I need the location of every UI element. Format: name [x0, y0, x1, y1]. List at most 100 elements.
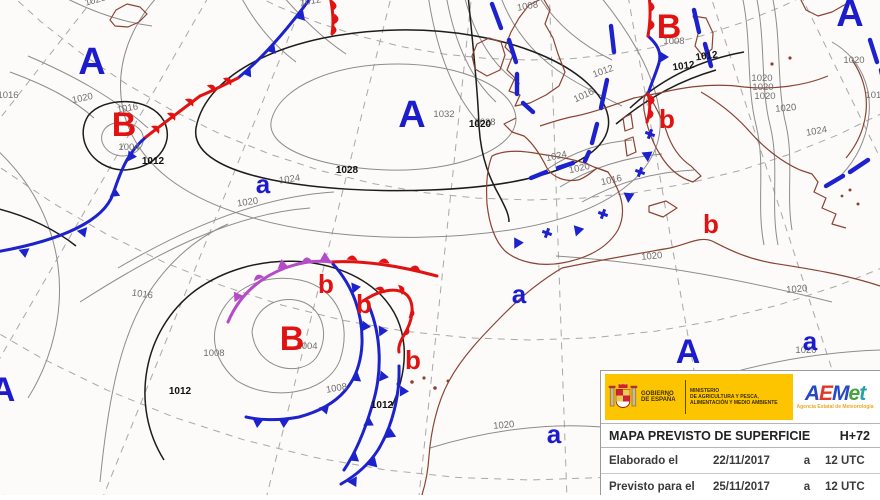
isobars-light	[117, 191, 335, 269]
front-symbols	[253, 274, 265, 282]
aegean-island	[856, 202, 860, 206]
trough-lines	[702, 41, 714, 69]
trough-lines	[691, 7, 702, 35]
front-symbols	[367, 457, 378, 468]
coast-channel-nl	[539, 91, 665, 127]
low-pressure-center: B	[280, 320, 305, 358]
baltic-island	[770, 62, 774, 66]
low-pressure-center: b	[703, 209, 719, 239]
isobars-dark	[195, 29, 610, 192]
aemet-wordmark: AEMet	[804, 382, 866, 405]
isobar-label: 1016	[116, 101, 139, 116]
warm-fronts	[198, 76, 240, 98]
front-symbols	[252, 418, 264, 428]
high-pressure-center: A	[0, 371, 15, 409]
trough-lines	[598, 77, 610, 111]
front-symbols	[206, 84, 216, 93]
front-symbols	[375, 286, 385, 294]
isobar-label: 1020	[236, 196, 258, 210]
front-symbols	[644, 128, 656, 140]
front-symbols	[649, 94, 655, 106]
isobar-label: 1020	[752, 82, 773, 93]
front-symbols	[346, 255, 358, 261]
front-symbols	[184, 98, 194, 107]
isobars-light	[68, 0, 153, 27]
high-pressure-center: a	[256, 169, 271, 199]
coast-sicily	[648, 200, 678, 218]
front-symbols	[514, 237, 524, 249]
ministerio-label: MINISTERIO DE AGRICULTURA Y PESCA, ALIME…	[690, 388, 778, 406]
isobars-light	[756, 0, 779, 246]
isobar-label-bold: 1012	[142, 156, 165, 167]
trough-lines	[528, 169, 549, 181]
isobars-light	[742, 0, 765, 246]
high-pressure-center: A	[78, 41, 105, 83]
isobars-dark	[629, 51, 745, 109]
front-symbols	[109, 187, 121, 197]
canary-island	[433, 386, 437, 390]
front-symbols	[331, 0, 337, 12]
trough-lines	[582, 149, 592, 164]
front-symbols	[278, 418, 290, 428]
elaborado-date: 22/11/2017	[713, 454, 770, 467]
warm-fronts	[329, 260, 439, 278]
isobar-label: 1020	[775, 102, 797, 115]
front-symbols	[348, 451, 360, 462]
isobar-label: 1020	[493, 419, 515, 432]
canary-island	[446, 379, 450, 383]
front-symbols	[319, 252, 331, 262]
low-pressure-center: B	[112, 106, 137, 144]
coast-france	[503, 117, 609, 182]
forecast-horizon: H+72	[839, 428, 870, 443]
cold-fronts	[339, 364, 401, 486]
coast-sardinia	[624, 136, 637, 157]
front-symbols	[347, 476, 357, 487]
isobar-label: 1020	[641, 250, 663, 263]
baltic-island	[788, 56, 792, 60]
isobars-light	[9, 71, 95, 119]
isobars-light	[0, 152, 61, 399]
isobar-label: 1028	[474, 117, 495, 128]
latlon-grid	[418, 0, 472, 495]
isobar-label: 1008	[516, 0, 539, 14]
occluded-front	[226, 259, 333, 324]
front-symbols	[398, 284, 405, 296]
front-symbols	[399, 385, 409, 397]
coast-scandinavia	[800, 0, 850, 17]
front-symbols	[18, 0, 669, 487]
isobar-label: 1020	[568, 161, 591, 176]
isobar-label: 1008	[203, 348, 224, 359]
front-symbols	[233, 291, 244, 303]
coast-iberia	[486, 150, 624, 265]
front-symbols	[597, 208, 609, 220]
isobars-dark	[82, 100, 169, 171]
isobar-label: 1016	[0, 90, 19, 101]
front-symbols	[402, 326, 410, 336]
front-symbols	[318, 404, 330, 415]
isobars-light	[270, 63, 517, 171]
coastlines	[109, 0, 880, 495]
front-symbols	[623, 192, 635, 203]
warm-fronts	[144, 94, 202, 139]
legend-banner: GOBIERNO DE ESPAÑA MINISTERIO DE AGRICUL…	[605, 374, 877, 420]
warm-fronts	[645, 92, 652, 124]
front-symbols	[660, 51, 669, 63]
front-symbols	[378, 258, 390, 264]
isobar-label: 1020	[754, 91, 775, 102]
trough-lines	[867, 37, 880, 65]
coast-italy	[643, 91, 702, 183]
trough-lines	[506, 37, 519, 65]
isobar-label: 1012	[591, 63, 615, 81]
occluded-front	[226, 259, 333, 324]
isobar-label: 1020	[795, 345, 816, 356]
front-symbols	[294, 10, 306, 21]
latlon-grid	[711, 0, 874, 495]
front-symbols	[166, 112, 176, 121]
front-symbols	[541, 227, 553, 239]
front-symbols	[333, 13, 339, 25]
low-pressure-center: b	[318, 269, 334, 299]
isobar-label: 1020	[71, 91, 94, 106]
trough-lines	[608, 23, 617, 55]
elaborado-row: Elaborado el 22/11/2017 a 12 UTC	[601, 448, 880, 474]
